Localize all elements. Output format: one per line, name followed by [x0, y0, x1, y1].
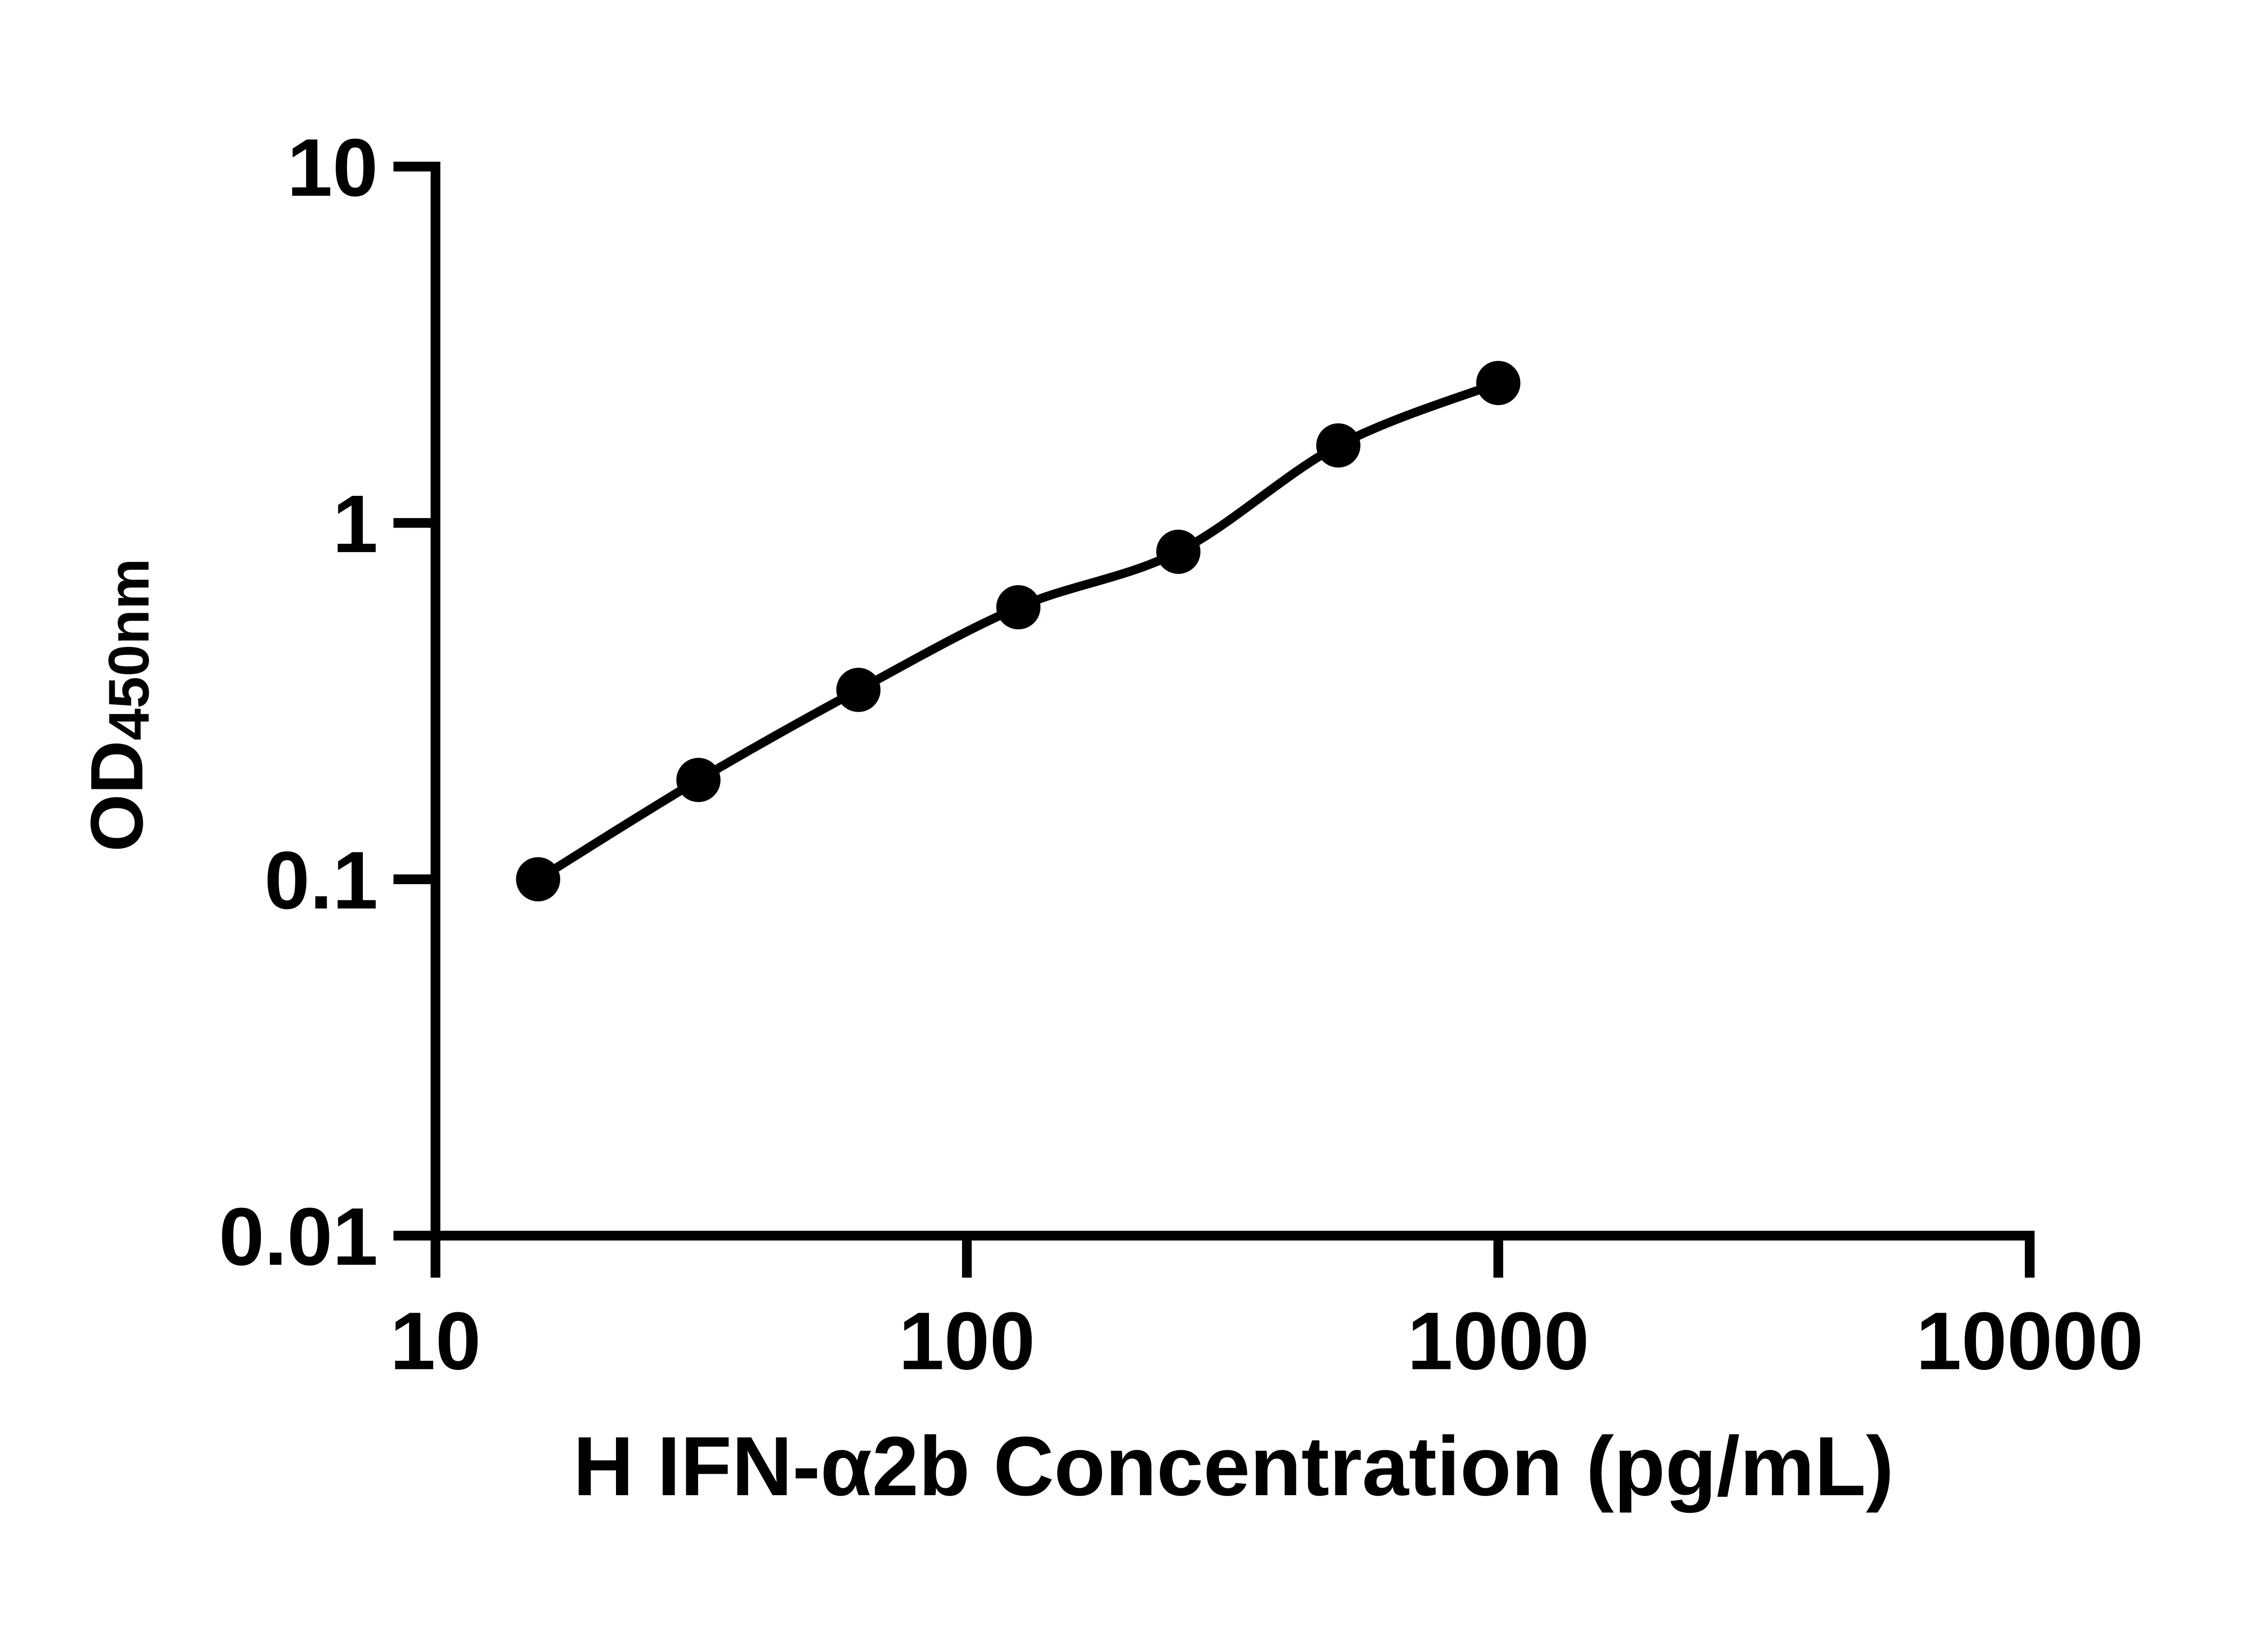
- y-axis-title: OD450nm: [75, 558, 161, 852]
- data-point: [1156, 529, 1201, 574]
- x-tick-label: 10: [390, 1296, 481, 1387]
- y-tick-label: 1: [332, 479, 378, 570]
- y-axis-title-main: OD: [75, 740, 158, 852]
- data-point: [676, 758, 721, 802]
- x-tick-label: 10000: [1916, 1296, 2143, 1387]
- x-axis-line: [393, 1231, 2035, 1278]
- y-axis-tick-labels: 10 1 0.1 0.01: [219, 122, 378, 1283]
- x-tick-label: 1000: [1408, 1296, 1589, 1387]
- data-point: [996, 585, 1041, 630]
- data-points: [516, 361, 1520, 902]
- data-point: [1316, 423, 1361, 468]
- y-tick-label: 10: [287, 122, 378, 214]
- x-axis-title: H IFN-α2b Concentration (pg/mL): [573, 1419, 1894, 1513]
- x-axis-ticks: [962, 1235, 1503, 1278]
- y-tick-label: 0.01: [219, 1191, 378, 1282]
- y-axis-line: [393, 161, 440, 1278]
- data-point: [1476, 361, 1520, 406]
- x-tick-label: 100: [899, 1296, 1035, 1387]
- chart-background: [0, 20, 2268, 1613]
- data-point: [836, 668, 881, 712]
- y-tick-label: 0.1: [264, 835, 378, 926]
- y-axis-ticks: [393, 518, 436, 885]
- data-point: [516, 857, 561, 902]
- y-axis-title-subscript: 450nm: [96, 558, 161, 740]
- x-axis-tick-labels: 10 100 1000 10000: [390, 1296, 2144, 1387]
